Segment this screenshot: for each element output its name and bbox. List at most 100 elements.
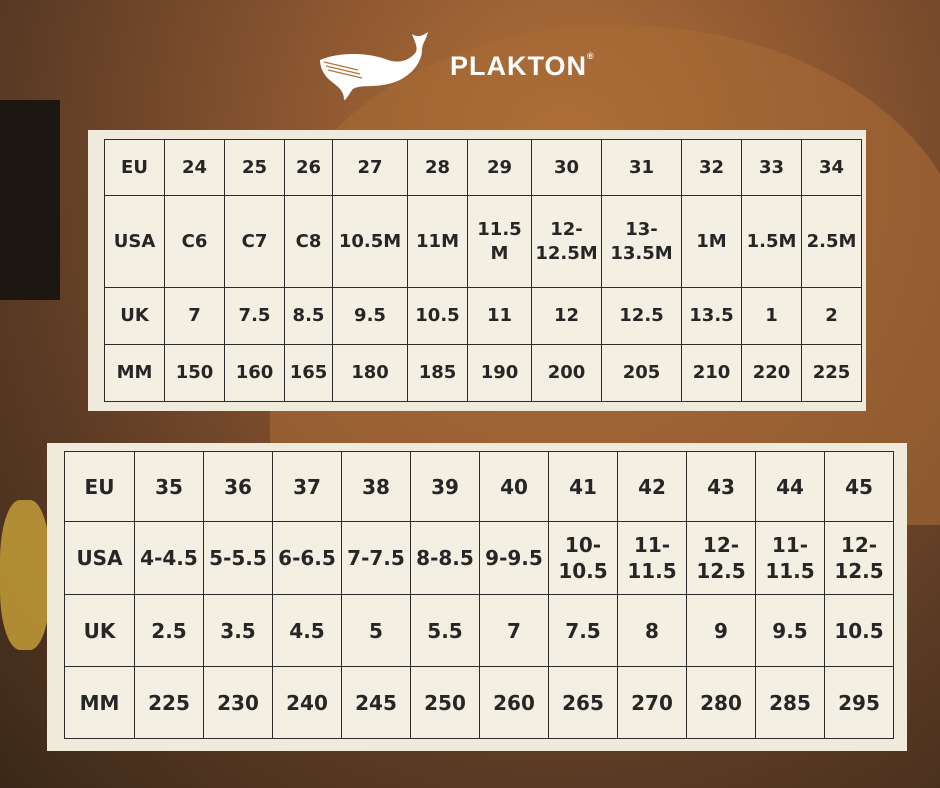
size-cell: 165 <box>284 344 333 402</box>
size-cell: C8 <box>284 195 333 288</box>
size-cell: 38 <box>341 451 411 522</box>
size-cell: 11 <box>467 287 532 345</box>
size-cell: 205 <box>601 344 682 402</box>
size-cell: 12-12.5 <box>686 521 756 595</box>
size-cell: 33 <box>741 139 802 196</box>
size-cell: 1.5M <box>741 195 802 288</box>
size-cell: 12.5 <box>601 287 682 345</box>
size-cell: 26 <box>284 139 333 196</box>
size-cell: 10.5 <box>824 594 894 667</box>
size-cell: 8 <box>617 594 687 667</box>
size-cell: 12 <box>531 287 602 345</box>
size-cell: 25 <box>224 139 285 196</box>
size-cell: 13-13.5M <box>601 195 682 288</box>
size-cell: 11M <box>407 195 468 288</box>
size-cell: 9.5 <box>755 594 825 667</box>
size-cell: 43 <box>686 451 756 522</box>
size-cell: 41 <box>548 451 618 522</box>
size-cell: 6-6.5 <box>272 521 342 595</box>
size-cell: 2.5 <box>134 594 204 667</box>
table-row-eu: EU 24 25 26 27 28 29 30 31 32 33 34 <box>104 139 862 196</box>
size-cell: 260 <box>479 666 549 739</box>
size-cell: 270 <box>617 666 687 739</box>
size-cell: 200 <box>531 344 602 402</box>
size-cell: 185 <box>407 344 468 402</box>
size-cell: 32 <box>681 139 742 196</box>
size-cell: 8-8.5 <box>410 521 480 595</box>
size-cell: 5 <box>341 594 411 667</box>
brand-text: PLAKTON <box>450 50 588 81</box>
size-cell: 210 <box>681 344 742 402</box>
size-cell: 1M <box>681 195 742 288</box>
size-cell: 30 <box>531 139 602 196</box>
size-cell: 34 <box>801 139 862 196</box>
size-cell: 7-7.5 <box>341 521 411 595</box>
size-cell: 7.5 <box>224 287 285 345</box>
size-cell: 265 <box>548 666 618 739</box>
size-cell: 39 <box>410 451 480 522</box>
size-cell: 7 <box>164 287 225 345</box>
table-row-mm: MM 150 160 165 180 185 190 200 205 210 220 225 <box>104 344 862 402</box>
size-cell: 4.5 <box>272 594 342 667</box>
background-cup <box>0 500 50 650</box>
size-cell: 5-5.5 <box>203 521 273 595</box>
row-header: MM <box>64 666 135 739</box>
table-row-uk: UK 7 7.5 8.5 9.5 10.5 11 12 12.5 13.5 1 2 <box>104 287 862 345</box>
row-header: EU <box>104 139 165 196</box>
size-cell: 295 <box>824 666 894 739</box>
size-cell: 250 <box>410 666 480 739</box>
size-cell: 5.5 <box>410 594 480 667</box>
size-cell: 7 <box>479 594 549 667</box>
table-row-usa: USA C6 C7 C8 10.5M 11M 11.5 M 12-12.5M 13-13.5M 1… <box>104 195 862 288</box>
size-cell: 1 <box>741 287 802 345</box>
size-cell: 45 <box>824 451 894 522</box>
size-cell: 11-11.5 <box>617 521 687 595</box>
size-cell: 3.5 <box>203 594 273 667</box>
size-cell: 180 <box>332 344 408 402</box>
size-cell: 12-12.5 <box>824 521 894 595</box>
row-header: MM <box>104 344 165 402</box>
size-cell: 9.5 <box>332 287 408 345</box>
brand-name: PLAKTON® <box>450 51 595 82</box>
size-cell: 11.5 M <box>467 195 532 288</box>
background-object <box>0 100 60 300</box>
size-cell: 225 <box>134 666 204 739</box>
row-header: UK <box>104 287 165 345</box>
size-cell: 230 <box>203 666 273 739</box>
registered-mark: ® <box>587 50 595 61</box>
size-cell: 44 <box>755 451 825 522</box>
size-cell: C7 <box>224 195 285 288</box>
table-row-uk: UK 2.5 3.5 4.5 5 5.5 7 7.5 8 9 9.5 10.5 <box>64 594 894 667</box>
size-cell: 285 <box>755 666 825 739</box>
size-cell: 28 <box>407 139 468 196</box>
size-cell: 37 <box>272 451 342 522</box>
size-cell: 240 <box>272 666 342 739</box>
size-cell: 12-12.5M <box>531 195 602 288</box>
size-cell: 2.5M <box>801 195 862 288</box>
size-cell: 7.5 <box>548 594 618 667</box>
size-cell: 225 <box>801 344 862 402</box>
size-cell: 4-4.5 <box>134 521 204 595</box>
size-cell: 160 <box>224 344 285 402</box>
size-cell: 150 <box>164 344 225 402</box>
size-cell: 36 <box>203 451 273 522</box>
table-row-eu: EU 35 36 37 38 39 40 41 42 43 44 45 <box>64 451 894 522</box>
size-cell: C6 <box>164 195 225 288</box>
row-header: UK <box>64 594 135 667</box>
size-cell: 10-10.5 <box>548 521 618 595</box>
brand-logo: PLAKTON® <box>318 30 595 102</box>
whale-icon <box>320 32 428 100</box>
row-header: USA <box>64 521 135 595</box>
row-header: USA <box>104 195 165 288</box>
size-cell: 29 <box>467 139 532 196</box>
size-cell: 11-11.5 <box>755 521 825 595</box>
size-cell: 31 <box>601 139 682 196</box>
table-row-usa: USA 4-4.5 5-5.5 6-6.5 7-7.5 8-8.5 9-9.5 10-10.5… <box>64 521 894 595</box>
table-row-mm: MM 225 230 240 245 250 260 265 270 280 285 295 <box>64 666 894 739</box>
size-cell: 13.5 <box>681 287 742 345</box>
size-cell: 9 <box>686 594 756 667</box>
size-cell: 245 <box>341 666 411 739</box>
size-cell: 40 <box>479 451 549 522</box>
size-cell: 2 <box>801 287 862 345</box>
size-cell: 8.5 <box>284 287 333 345</box>
